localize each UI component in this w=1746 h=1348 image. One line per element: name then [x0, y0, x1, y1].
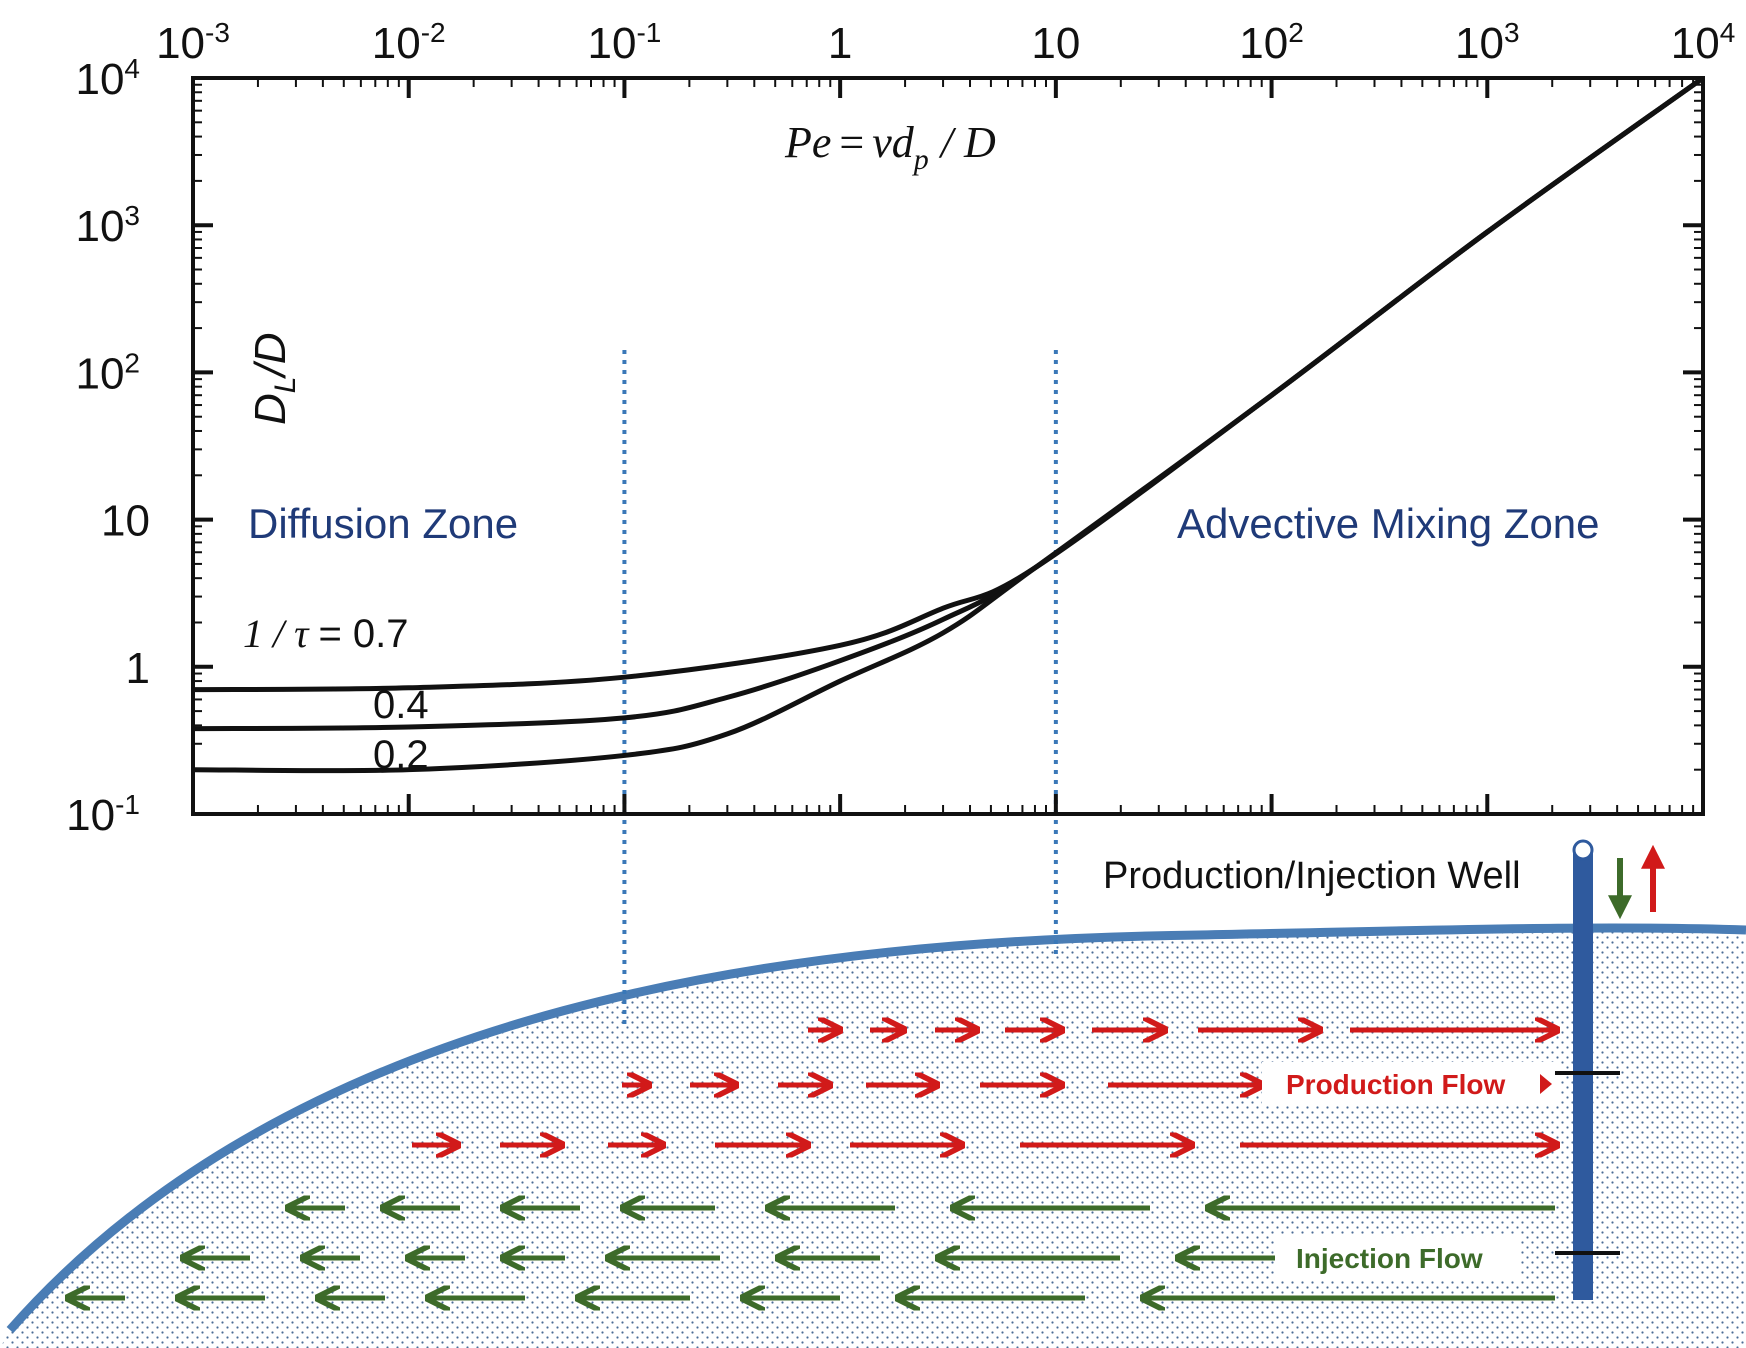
flow-arrows [70, 1030, 1555, 1298]
x-axis-formula: Pe = vdp / D [784, 118, 996, 176]
reservoir-boundary [6, 923, 1746, 1333]
x-tick-label: 1 [828, 19, 852, 68]
curve-label-0.4: 0.4 [373, 683, 429, 727]
advective-zone-label: Advective Mixing Zone [1177, 500, 1600, 547]
reservoir-body [0, 927, 1746, 1348]
y-tick-label: 1 [126, 644, 150, 693]
x-tick-label: 102 [1239, 17, 1304, 68]
well-head [1572, 839, 1594, 861]
curve-label-0.2: 0.2 [373, 733, 429, 777]
chart: 10-3 10-2 10-1 1 10 102 103 104 10-111010210310… [66, 17, 1735, 1025]
production-flow-label-bg [1262, 1062, 1560, 1106]
y-tick-label: 10-1 [66, 789, 140, 840]
diffusion-zone-label: Diffusion Zone [248, 500, 518, 547]
y-tick-label: 103 [75, 200, 140, 251]
x-tick-label: 104 [1671, 17, 1736, 68]
well-label: Production/Injection Well [1103, 855, 1521, 897]
data-curves [192, 75, 1705, 774]
x-tick-label: 10-1 [587, 17, 661, 68]
injection-flow-label: Injection Flow [1296, 1243, 1483, 1274]
curve-1/τ = 0.7 [192, 75, 1705, 693]
injection-flow-label-bg [1276, 1236, 1520, 1280]
y-axis-label: DL/D [246, 333, 302, 425]
curve-label-0.7: 1 / τ = 0.7 [243, 611, 409, 656]
curve-0.2 [192, 75, 1705, 774]
x-tick-labels: 10-3 10-2 10-1 1 10 102 103 104 [156, 17, 1735, 68]
axis-ticks [191, 76, 1705, 816]
y-tick-labels: 10-1 1 10 102 103 104 [66, 53, 150, 840]
production-flow-label: Production Flow [1286, 1069, 1506, 1100]
plot-frame [191, 76, 1705, 816]
y-tick-label: 10 [101, 497, 150, 546]
production-flow-arrowhead [1540, 1074, 1552, 1094]
x-tick-label: 10-3 [156, 17, 230, 68]
y-tick-label: 102 [75, 347, 140, 398]
reservoir-schematic: Production Flow Injection Flow Productio… [0, 839, 1746, 1348]
x-tick-label: 10 [1031, 19, 1080, 68]
y-tick-label: 104 [75, 53, 140, 104]
x-tick-label: 10-2 [372, 17, 446, 68]
zone-boundaries [622, 350, 1058, 1025]
x-tick-label: 103 [1455, 17, 1520, 68]
